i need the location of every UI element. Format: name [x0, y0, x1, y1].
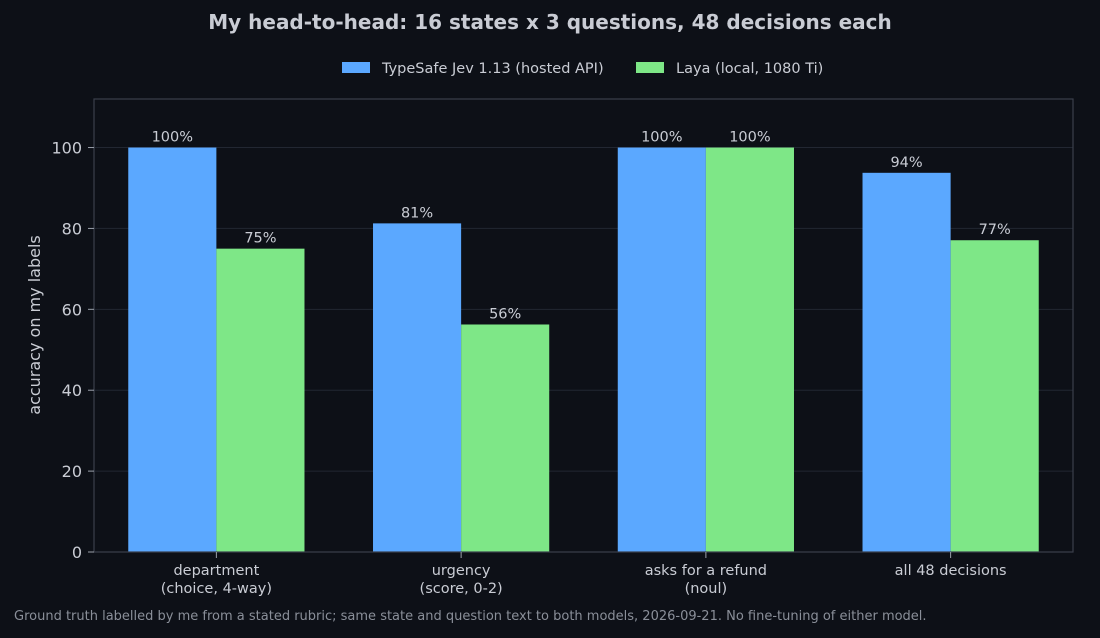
- bar-value-label-s0-c2: 100%: [641, 130, 682, 146]
- x-axis-ticks: department (choice, 4-way) urgency (score, …: [161, 552, 1007, 597]
- bar-s0-c2: [617, 147, 706, 553]
- bar-s0-c3: [862, 172, 951, 552]
- y-axis-label: accuracy on my labels: [25, 235, 44, 414]
- bar-s1-c2: [705, 147, 794, 553]
- bar-value-label-s1-c3: 77%: [979, 222, 1011, 238]
- x-category-label-3: all 48 decisions: [895, 563, 1007, 579]
- x-category-line-2-0: asks for a refund: [645, 563, 767, 579]
- bar-labels: 100% 81% 100% 94% 75% 56% 100% 77%: [152, 130, 1011, 323]
- legend-label-laya: Laya (local, 1080 Ti): [676, 61, 823, 77]
- bar-s0-c0: [128, 147, 217, 553]
- x-category-line-0-0: department: [173, 563, 259, 579]
- bar-value-label-s1-c0: 75%: [244, 231, 276, 247]
- bar-value-label-s0-c1: 81%: [401, 205, 433, 221]
- bars: [128, 147, 1039, 553]
- x-category-line-3-0: all 48 decisions: [895, 563, 1007, 579]
- y-axis-ticks: 0 20 40 60 80 100: [51, 139, 94, 562]
- x-category-line-2-1: (noul): [685, 581, 728, 597]
- footnote: Ground truth labelled by me from a state…: [14, 609, 927, 624]
- y-tick-label-100: 100: [51, 139, 82, 158]
- plot-frame: [93, 98, 1074, 553]
- legend-swatch-typesafe: [342, 62, 370, 73]
- bar-value-label-s0-c3: 94%: [890, 155, 922, 171]
- bar-value-label-s0-c0: 100%: [152, 130, 193, 146]
- legend-swatch-laya: [636, 62, 664, 73]
- x-category-label-2: asks for a refund (noul): [645, 563, 767, 597]
- x-category-line-1-0: urgency: [432, 563, 491, 579]
- y-tick-label-20: 20: [62, 462, 82, 481]
- x-category-label-1: urgency (score, 0-2): [420, 563, 503, 597]
- bar-s1-c1: [461, 324, 550, 552]
- y-tick-label-40: 40: [62, 381, 82, 400]
- x-category-line-1-1: (score, 0-2): [420, 581, 503, 597]
- bar-s1-c3: [950, 240, 1039, 552]
- bar-value-label-s1-c1: 56%: [489, 306, 521, 322]
- x-category-label-0: department (choice, 4-way): [161, 563, 272, 597]
- y-tick-label-0: 0: [72, 543, 82, 562]
- legend: TypeSafe Jev 1.13 (hosted API) Laya (loc…: [342, 61, 823, 77]
- y-tick-label-80: 80: [62, 219, 82, 238]
- legend-label-typesafe: TypeSafe Jev 1.13 (hosted API): [381, 61, 604, 77]
- chart-title: My head-to-head: 16 states x 3 questions…: [208, 10, 892, 34]
- bar-value-label-s1-c2: 100%: [729, 130, 770, 146]
- x-category-line-0-1: (choice, 4-way): [161, 581, 272, 597]
- bar-s1-c0: [216, 248, 305, 552]
- bar-s0-c1: [373, 223, 462, 552]
- y-tick-label-60: 60: [62, 300, 82, 319]
